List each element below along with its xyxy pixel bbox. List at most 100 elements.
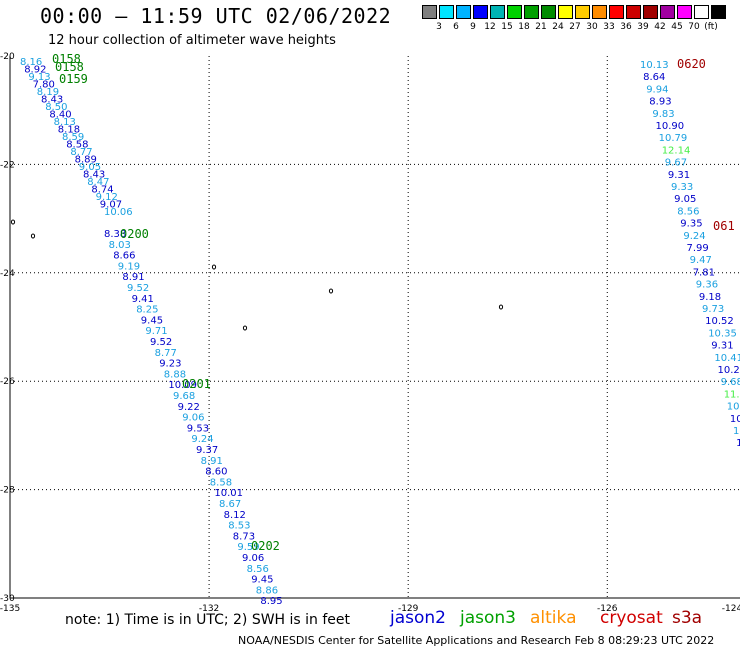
wave-height-label: 9.94: [646, 84, 668, 95]
colorbar-label: 36: [620, 22, 632, 32]
wave-height-label: 8.91: [201, 456, 223, 467]
island-outline: [242, 325, 248, 331]
time-label: 061: [713, 219, 735, 233]
wave-height-label: 9.53: [187, 423, 209, 434]
island-outline: [328, 288, 334, 294]
track-left: 8.168.929.137.808.198.438.508.408.138.18…: [20, 52, 283, 607]
axis-ticks: -135-132-129-126-123-124-20-22-24-26-28-…: [0, 52, 740, 614]
wave-height-label: 8.93: [649, 97, 671, 108]
colorbar-swatch: [609, 5, 624, 19]
wave-height-label: 10.9: [727, 402, 740, 413]
wave-height-label: 9.36: [696, 280, 718, 291]
satellite-legend-item: jason3: [460, 608, 516, 628]
wave-height-label: 9.12: [96, 192, 118, 203]
colorbar-label: (ft): [704, 22, 718, 32]
wave-height-label: 7.80: [33, 80, 55, 91]
grid-lines: [9, 56, 740, 599]
y-tick-label: -28: [0, 486, 15, 496]
colorbar-label: 42: [654, 22, 666, 32]
wave-height-label: 10.52: [705, 316, 734, 327]
colorbar-label: 9: [470, 22, 476, 32]
satellite-legend-item: jason2: [390, 608, 446, 628]
wave-height-label: 8.64: [643, 72, 665, 83]
colorbar-label: 6: [453, 22, 459, 32]
colorbar-swatch: [626, 5, 641, 19]
wave-height-label: 8.25: [136, 305, 158, 316]
wave-height-label: 9.68: [173, 391, 195, 402]
wave-height-label: 9.19: [118, 261, 140, 272]
colorbar-swatch: [541, 5, 556, 19]
colorbar-swatch: [592, 5, 607, 19]
colorbar-label: 18: [518, 22, 530, 32]
wave-height-label: 10.06: [104, 207, 133, 218]
x-tick-label: -124: [722, 604, 740, 614]
colorbar-label: 15: [501, 22, 513, 32]
wave-height-label: 8.73: [233, 531, 255, 542]
wave-height-label: 9.73: [702, 304, 724, 315]
y-tick-label: -22: [0, 160, 15, 170]
wave-height-label: 9.13: [28, 72, 50, 83]
island-outline: [211, 264, 217, 270]
colorbar-swatch: [473, 5, 488, 19]
wave-height-label: 9.31: [668, 170, 690, 181]
wave-height-label: 8.53: [228, 521, 250, 532]
wave-height-label: 9.07: [100, 200, 122, 211]
wave-height-label: 10.79: [659, 133, 688, 144]
island-outline: [30, 233, 36, 239]
colorbar-swatch: [422, 5, 437, 19]
colorbar-swatch: [456, 5, 471, 19]
time-label: 0201: [182, 377, 211, 391]
wave-height-label: 8.95: [260, 596, 282, 607]
colorbar-label: 30: [586, 22, 598, 32]
satellite-legend-item: cryosat: [600, 608, 663, 628]
wave-height-label: 8.58: [210, 477, 232, 488]
time-label: 0159: [59, 72, 88, 86]
wave-height-label: 10.01: [214, 488, 243, 499]
wave-height-label: 11.30: [724, 389, 740, 400]
island-outline: [498, 304, 504, 310]
colorbar-swatch: [558, 5, 573, 19]
colorbar-label: 45: [671, 22, 683, 32]
y-tick-label: -20: [0, 52, 15, 62]
wave-height-label: 8.40: [49, 110, 71, 121]
wave-height-label: 8.03: [109, 240, 131, 251]
map-title: 00:00 – 11:59 UTC 02/06/2022: [40, 4, 392, 28]
wave-height-label: 9.52: [127, 283, 149, 294]
satellite-legend-item: s3a: [672, 608, 703, 628]
wave-height-label: 8.88: [164, 369, 186, 380]
colorbar-label: 33: [603, 22, 615, 32]
wave-height-label: 10.: [736, 438, 740, 449]
wave-height-label: 9.71: [145, 326, 167, 337]
wave-height-label: 7.81: [693, 267, 715, 278]
colorbar-swatch: [524, 5, 539, 19]
wave-height-label: 8.12: [224, 510, 246, 521]
wave-height-label: 9.41: [132, 294, 154, 305]
x-tick-label: -129: [398, 604, 419, 614]
wave-height-label: 8.56: [677, 206, 699, 217]
wave-height-label: 9.06: [182, 413, 204, 424]
colorbar-label: 21: [535, 22, 547, 32]
colorbar-swatch: [660, 5, 675, 19]
wave-height-label: 12.14: [662, 145, 691, 156]
colorbar-label: 27: [569, 22, 581, 32]
colorbar-label: 12: [484, 22, 496, 32]
colorbar-swatch: [507, 5, 522, 19]
wave-height-label: 8.50: [45, 102, 67, 113]
wave-height-label: 7.99: [687, 243, 709, 254]
map-subtitle: 12 hour collection of altimeter wave hei…: [48, 33, 336, 48]
colorbar-label: 24: [552, 22, 564, 32]
time-label: 0158: [52, 52, 81, 66]
y-tick-label: -30: [0, 594, 15, 604]
footer-note: note: 1) Time is in UTC; 2) SWH is in fe…: [65, 612, 351, 628]
credit-line: NOAA/NESDIS Center for Satellite Applica…: [238, 634, 715, 647]
colorbar-label: 3: [436, 22, 442, 32]
wave-height-label: 9.37: [196, 445, 218, 456]
wave-height-label: 10.35: [708, 328, 737, 339]
wave-height-label: 10.13: [640, 60, 669, 71]
satellite-legend-item: altika: [530, 608, 577, 628]
wave-height-label: 9.68: [721, 377, 740, 388]
wave-height-label: 9.31: [711, 341, 733, 352]
colorbar-swatch: [694, 5, 709, 19]
y-tick-label: -26: [0, 377, 15, 387]
